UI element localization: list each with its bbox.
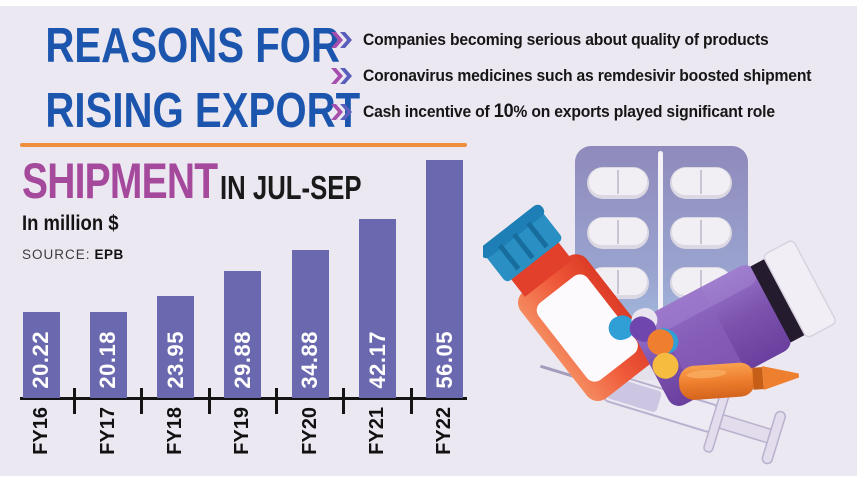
category-label-FY19: FY19 [228,407,258,465]
chart-unit-label: In million $ [22,212,119,235]
source-prefix: SOURCE: [22,247,91,262]
divider-rule [20,143,467,147]
category-label-text: FY16 [29,407,52,455]
medicines-illustration [483,146,836,465]
red-medicine-bottle [483,204,657,402]
category-label-FY21: FY21 [363,407,393,465]
bar-value-label: 34.88 [297,331,323,389]
headline: REASONS FOR RISING EXPORT [45,14,361,144]
top-margin-strip [0,0,857,6]
bullet-text: Cash incentive of 10% on exports played … [363,101,775,122]
source-line: SOURCE: EPB [22,247,124,262]
bullet-item: Companies becoming serious about quality… [331,30,853,51]
bullet-item: Coronavirus medicines such as remdesivir… [331,66,853,87]
category-label-FY16: FY16 [26,407,56,465]
bar-value-label: 56.05 [431,331,457,389]
bar-FY22: 56.05 [426,160,464,398]
category-label-text: FY21 [366,407,388,455]
double-chevron-icon [331,32,352,48]
bar-value-label: 29.88 [229,331,255,389]
category-label-text: FY18 [164,407,187,455]
axis-tick [342,388,346,414]
bar-FY20: 34.88 [291,249,329,398]
double-chevron-icon [331,68,352,84]
bar-chart: 20.22 FY16 20.18 FY17 23.95 FY18 29.88 FY19 34.8… [20,150,470,465]
bar-value-label: 20.18 [95,331,121,389]
bar-FY17: 20.18 [89,312,127,398]
headline-line2: RISING EXPORT [45,84,361,138]
bar-FY18: 23.95 [157,296,195,398]
bottom-margin-strip [0,476,857,482]
axis-tick [140,388,144,414]
axis-tick [275,388,279,414]
headline-line1: REASONS FOR [45,19,341,73]
bullet-text: Companies becoming serious about quality… [363,31,769,49]
bar-FY21: 42.17 [359,218,396,398]
bar-value-label: 23.95 [162,331,188,389]
x-axis [20,397,467,400]
category-label-text: FY20 [298,407,321,455]
chart-title: SHIPMENT [22,153,218,209]
category-label-FY20: FY20 [295,407,325,465]
orange-ampoule [678,362,799,400]
category-label-text: FY17 [96,407,119,455]
syringe [540,364,786,465]
capsules [608,307,679,379]
source-value: EPB [94,247,124,262]
category-label-text: FY19 [231,407,254,455]
bullet-list: Companies becoming serious about quality… [331,30,853,138]
bar-FY19: 29.88 [224,271,262,398]
bullet-item: Cash incentive of 10% on exports played … [331,102,853,123]
category-label-text: FY22 [433,407,456,455]
category-label-FY17: FY17 [93,407,123,465]
bar-FY16: 20.22 [22,312,60,398]
axis-tick [207,388,211,414]
category-label-FY22: FY22 [430,407,460,465]
axis-tick [409,388,413,414]
chart-subtitle: IN JUL-SEP [220,169,362,206]
bullet-text: Coronavirus medicines such as remdesivir… [363,67,812,85]
double-chevron-icon [331,104,352,120]
axis-tick [73,388,77,414]
bar-value-label: 20.22 [28,331,53,389]
bar-value-label: 42.17 [364,331,390,389]
category-label-FY18: FY18 [161,407,191,465]
